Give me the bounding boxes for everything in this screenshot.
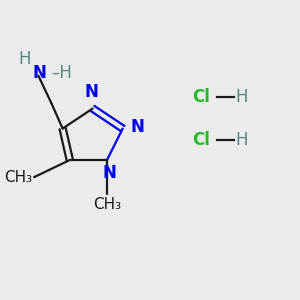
Text: N: N: [84, 83, 98, 101]
Text: Cl: Cl: [192, 131, 210, 149]
Text: N: N: [103, 164, 117, 182]
Text: CH₃: CH₃: [4, 170, 33, 185]
Text: –H: –H: [51, 64, 72, 82]
Text: CH₃: CH₃: [93, 197, 121, 212]
Text: H: H: [19, 50, 31, 68]
Text: Cl: Cl: [192, 88, 210, 106]
Text: N: N: [131, 118, 145, 136]
Text: N: N: [33, 64, 47, 82]
Text: H: H: [235, 131, 248, 149]
Text: H: H: [235, 88, 248, 106]
